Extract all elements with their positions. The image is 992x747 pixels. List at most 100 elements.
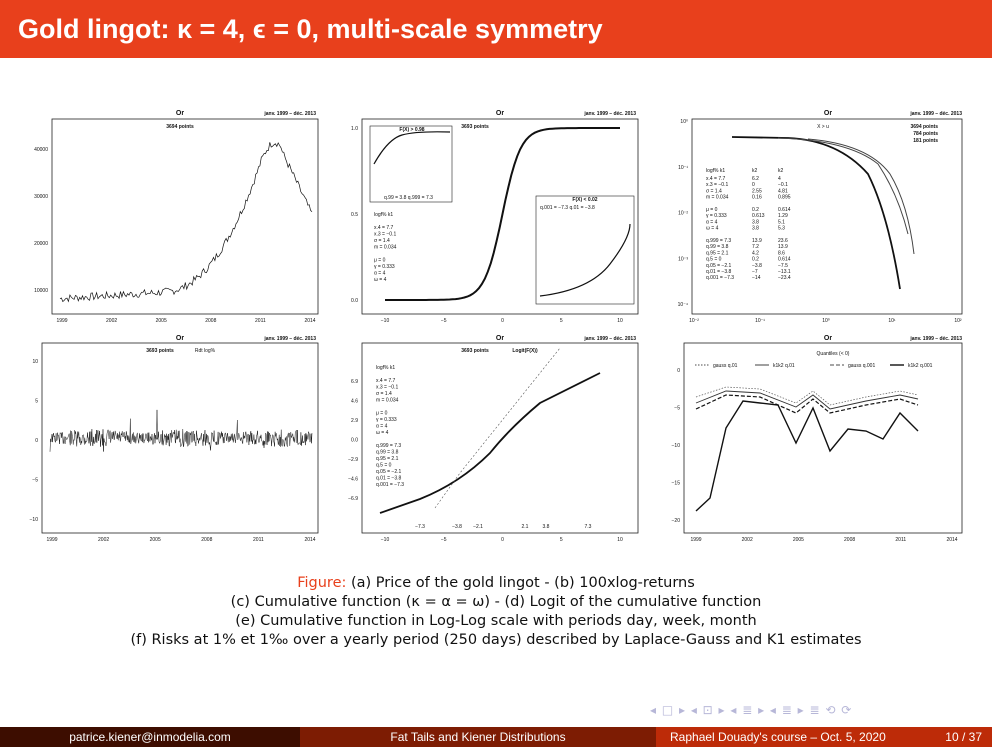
param-line: ω = 4 <box>374 277 387 283</box>
table-cell: −7.5 <box>778 263 788 269</box>
x-tick-label: 10⁻¹ <box>755 318 765 324</box>
panel-title: Or <box>176 335 184 342</box>
y-tick-label: −20 <box>672 518 681 524</box>
table-cell: ω = 4 <box>706 226 719 232</box>
table-cell: q.001 = −7.3 <box>706 275 734 281</box>
table-cell: α = 4 <box>706 219 718 225</box>
table-cell: −3.8 <box>752 263 762 269</box>
x-tick-label: 5 <box>560 318 563 324</box>
panel-subtitle: 3693 points <box>146 348 174 354</box>
y-tick-label: 10 <box>32 359 38 365</box>
panel-cumulative: Or janv. 1999 – déc. 2013 3693 points −1… <box>340 104 640 349</box>
quantile-tick-label: −7.3 <box>415 524 425 530</box>
x-tick-label: 10⁻² <box>689 318 699 324</box>
table-cell: 7.2 <box>752 244 759 250</box>
param-line: γ = 0.333 <box>376 417 397 423</box>
panel-subtitle: 3693 points <box>461 348 489 354</box>
table-cell: σ = 1.4 <box>706 188 722 194</box>
param-line: q.001 = −7.3 <box>376 482 404 488</box>
quantile-tick-label: 3.8 <box>543 524 550 530</box>
quantile-tick-label: 7.3 <box>585 524 592 530</box>
footer-bar: patrice.kiener@inmodelia.com Fat Tails a… <box>0 727 992 747</box>
table-cell: 0.16 <box>752 195 762 201</box>
param-line: m = 0.034 <box>376 398 399 404</box>
x-tick-label: 1999 <box>690 537 701 543</box>
caption-line-4: (f) Risks at 1% et 1‰ over a yearly peri… <box>130 632 862 648</box>
y-tick-label: 2.9 <box>351 418 358 424</box>
param-line: q.05 = −2.1 <box>376 469 402 475</box>
y-tick-label: 5 <box>35 399 38 405</box>
y-tick-label: −5 <box>674 406 680 412</box>
param-line: m = 0.034 <box>374 245 397 251</box>
table-cell: 0.895 <box>778 195 791 201</box>
x-tick-label: 2005 <box>793 537 804 543</box>
table-cell: m = 0.034 <box>706 195 729 201</box>
param-line: σ = 1.4 <box>374 238 390 244</box>
x-tick-label: 0 <box>501 318 504 324</box>
legend-entry: k1k2 q.01 <box>773 363 795 369</box>
panel-subtitle-2: Rdt log% <box>195 348 216 354</box>
panel-title: Or <box>824 335 832 342</box>
y-tick-label: −10 <box>672 443 681 449</box>
table-cell: −14 <box>752 275 761 281</box>
table-cell: 5.1 <box>778 219 785 225</box>
y-tick-label: 0 <box>35 438 38 444</box>
quantile-tick-label: −2.1 <box>473 524 483 530</box>
panel-subtitle: 3694 points <box>910 124 938 130</box>
panel-period: janv. 1999 – déc. 2013 <box>909 336 962 342</box>
x-tick-label: 2008 <box>844 537 855 543</box>
panel-price: Or janv. 1999 – déc. 2013 3694 points 19… <box>20 104 320 349</box>
x-tick-label: 2008 <box>205 318 216 324</box>
table-cell: q.99 = 3.8 <box>706 244 729 250</box>
table-cell: 1.29 <box>778 213 788 219</box>
legend-entry: gauss q.001 <box>848 363 875 369</box>
panel-period: janv. 1999 – déc. 2013 <box>583 111 636 117</box>
panel-period: janv. 1999 – déc. 2013 <box>263 336 316 342</box>
panel-returns: Or janv. 1999 – déc. 2013 3693 points Rd… <box>20 333 320 578</box>
beamer-navigation[interactable]: ◂ □ ▸ ◂ ⊡ ▸ ◂ ≣ ▸ ◂ ≣ ▸ ≣ ⟲ ⟳ <box>650 703 853 717</box>
param-line: μ = 0 <box>376 411 388 417</box>
table-cell: 4 <box>778 176 781 182</box>
y-tick-label: 40000 <box>34 147 48 153</box>
param-line: x.3 = −0.1 <box>376 385 398 391</box>
returns-chart: Or janv. 1999 – déc. 2013 3693 points Rd… <box>30 335 319 543</box>
x-tick-label: 10 <box>617 537 623 543</box>
panel-subtitle: 3694 points <box>166 124 194 130</box>
loglog-xlabel: X > u <box>817 124 829 130</box>
legend-entry: gauss q.01 <box>713 363 738 369</box>
param-line: q.01 = −3.8 <box>376 476 402 482</box>
param-line: μ = 0 <box>374 258 386 264</box>
legend-title: Quantiles (< 0) <box>817 351 850 357</box>
table-cell: q.01 = −3.8 <box>706 269 732 275</box>
panel-period: janv. 1999 – déc. 2013 <box>583 336 636 342</box>
table-cell: γ = 0.333 <box>706 213 727 219</box>
y-tick-label: 0.0 <box>351 298 358 304</box>
x-tick-label: −10 <box>381 318 390 324</box>
table-cell: 0.613 <box>752 213 765 219</box>
x-tick-label: 2014 <box>946 537 957 543</box>
panel-loglog: Or janv. 1999 – déc. 2013 X > u 3694 poi… <box>668 104 968 349</box>
panel-title: Or <box>496 110 504 117</box>
x-tick-label: 2002 <box>106 318 117 324</box>
table-cell: 4.81 <box>778 188 788 194</box>
figure-caption: Figure: (a) Price of the gold lingot - (… <box>0 574 992 650</box>
x-tick-label: −5 <box>441 318 447 324</box>
inset-upper-label: F(X) > 0.98 <box>399 127 424 133</box>
table-cell: q.999 = 7.3 <box>706 238 731 244</box>
table-cell: q.05 = −2.1 <box>706 263 732 269</box>
loglog-chart: Or janv. 1999 – déc. 2013 X > u 3694 poi… <box>678 110 963 324</box>
x-tick-label: 0 <box>501 537 504 543</box>
y-tick-label: 6.9 <box>351 379 358 385</box>
table-cell: q.5 = 0 <box>706 257 722 263</box>
slide-title-bar: Gold lingot: κ = 4, ϵ = 0, multi-scale s… <box>0 0 992 58</box>
table-cell: −23.4 <box>778 275 791 281</box>
slide-title: Gold lingot: κ = 4, ϵ = 0, multi-scale s… <box>18 14 603 44</box>
table-cell: −7 <box>752 269 758 275</box>
y-tick-label: 0.0 <box>351 438 358 444</box>
y-tick-label: 30000 <box>34 194 48 200</box>
x-tick-label: 1999 <box>56 318 67 324</box>
quantile-tick-label: 2.1 <box>522 524 529 530</box>
risks-chart: Or janv. 1999 – déc. 2013 Quantiles (< 0… <box>672 335 963 543</box>
param-line: σ = 1.4 <box>376 391 392 397</box>
table-cell: x.3 = −0.1 <box>706 182 728 188</box>
